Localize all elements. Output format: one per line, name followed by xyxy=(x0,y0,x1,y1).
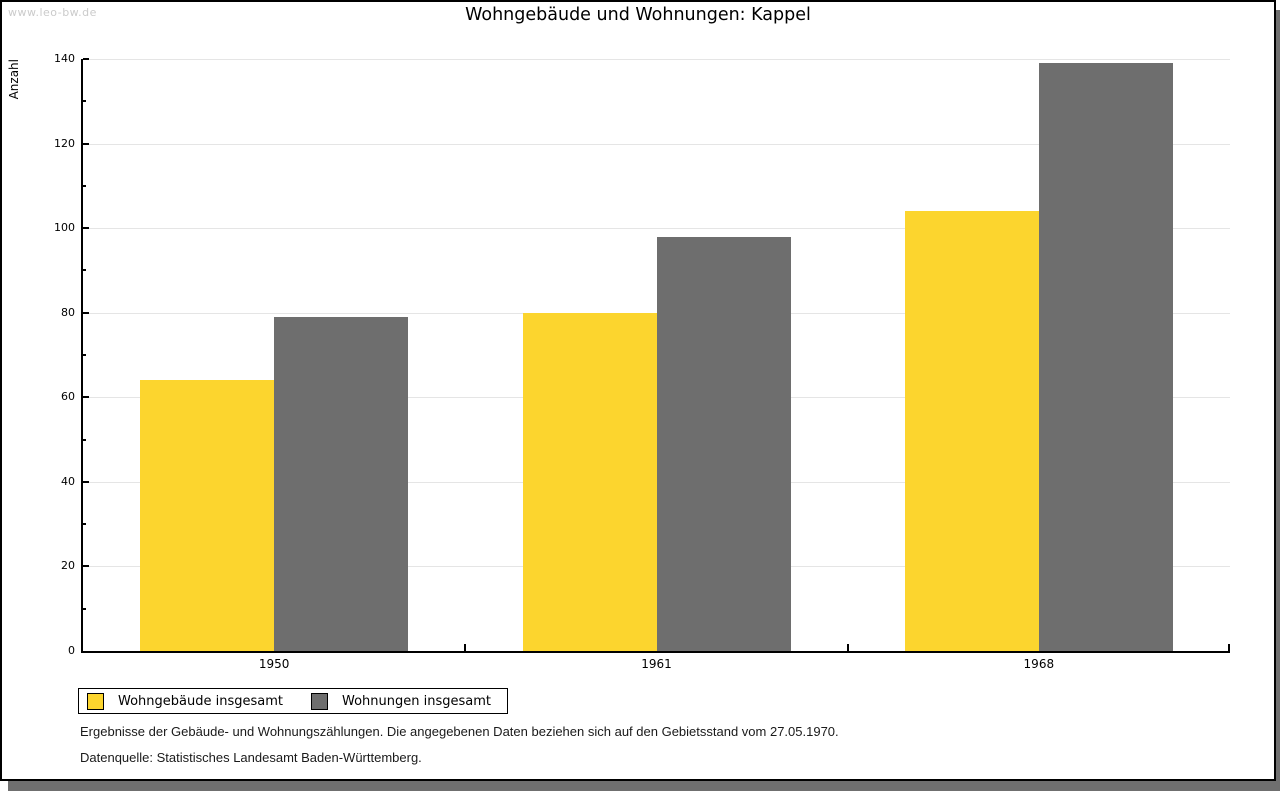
y-tick-label: 100 xyxy=(54,221,75,235)
bar-wohngebaeude-insgesamt-1961 xyxy=(522,312,657,651)
x-boundary-tick xyxy=(846,644,849,651)
y-gridline xyxy=(83,143,1230,145)
legend-item-wohnungen-insgesamt: Wohnungen insgesamt xyxy=(311,692,491,710)
y-minor-tick xyxy=(83,607,86,610)
footnote-datenquelle: Datenquelle: Statistisches Landesamt Bad… xyxy=(80,750,422,765)
y-tick-label: 60 xyxy=(61,390,75,404)
x-end-tick xyxy=(1228,644,1230,651)
y-tick-label: 80 xyxy=(61,305,75,319)
y-major-tick xyxy=(83,227,89,230)
chart-title: Wohngebäude und Wohnungen: Kappel xyxy=(465,5,811,25)
y-gridline xyxy=(83,59,1230,60)
y-axis-label: Anzahl xyxy=(7,59,21,100)
footnote-gebietsstand: Ergebnisse der Gebäude- und Wohnungszähl… xyxy=(80,724,839,739)
bar-wohnungen-insgesamt-1961 xyxy=(656,236,791,651)
y-major-tick xyxy=(83,142,89,145)
y-major-tick xyxy=(83,396,89,399)
y-minor-tick xyxy=(83,100,86,103)
y-major-tick xyxy=(83,311,89,314)
y-gridline xyxy=(83,228,1230,230)
x-tick-label: 1961 xyxy=(641,657,672,671)
y-tick-label: 140 xyxy=(54,52,75,65)
y-major-tick xyxy=(83,58,89,60)
bar-wohngebaeude-insgesamt-1950 xyxy=(140,380,275,651)
y-major-tick xyxy=(83,480,89,483)
bar-wohnungen-insgesamt-1950 xyxy=(274,316,409,651)
bar-wohngebaeude-insgesamt-1968 xyxy=(904,211,1039,651)
legend-label: Wohngebäude insgesamt xyxy=(118,693,283,709)
x-boundary-tick xyxy=(464,644,467,651)
legend-label: Wohnungen insgesamt xyxy=(342,693,491,709)
y-minor-tick xyxy=(83,523,86,526)
legend: Wohngebäude insgesamt Wohnungen insgesamt xyxy=(78,688,508,714)
plot-area: 0 20 40 60 80 100 120 140 1950 1961 1968 xyxy=(54,52,1230,671)
x-tick-label: 1950 xyxy=(258,657,290,671)
y-minor-tick xyxy=(83,269,86,272)
y-minor-tick xyxy=(83,438,86,441)
legend-swatch-wohnungen-insgesamt xyxy=(311,692,328,710)
y-major-tick xyxy=(83,565,89,568)
y-tick-label: 20 xyxy=(61,559,75,573)
y-tick-label: 40 xyxy=(61,474,75,488)
x-tick-label: 1968 xyxy=(1023,657,1055,671)
y-minor-tick xyxy=(83,184,86,187)
y-minor-tick xyxy=(83,354,86,356)
y-tick-label: 120 xyxy=(54,136,75,150)
watermark: www.leo-bw.de xyxy=(8,6,97,19)
y-tick-label: 0 xyxy=(68,644,75,657)
legend-swatch-wohngebaeude-insgesamt xyxy=(87,692,104,710)
legend-item-wohngebaeude-insgesamt: Wohngebäude insgesamt xyxy=(87,692,283,710)
bar-wohnungen-insgesamt-1968 xyxy=(1038,63,1173,651)
